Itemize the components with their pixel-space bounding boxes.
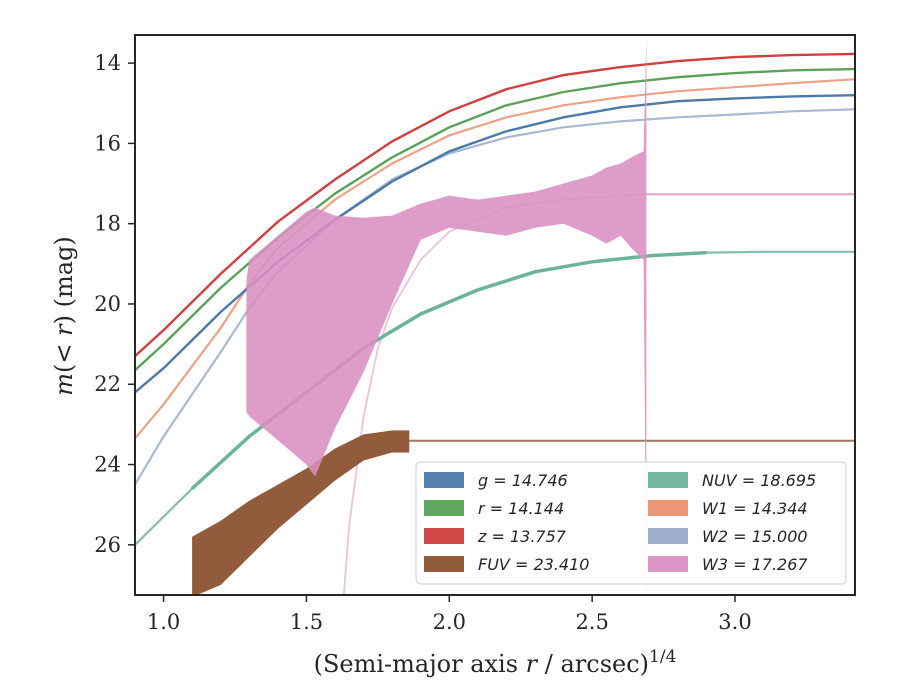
- series-line-g: [135, 94, 855, 394]
- legend-label-g: g = 14.746: [478, 471, 568, 490]
- legend: g = 14.746 r = 14.144 z = 13.757 FUV = 23.4…: [415, 461, 847, 585]
- y-tick-label: 18: [94, 212, 121, 236]
- series-line-w2: [135, 108, 855, 486]
- legend-swatch-fuv: [424, 556, 464, 572]
- legend-swatch-w1: [648, 500, 688, 516]
- x-tick-label: 2.5: [575, 610, 608, 634]
- legend-box: [415, 461, 847, 585]
- series-band-w3: [246, 35, 647, 595]
- legend-label-r: r = 14.144: [478, 499, 564, 518]
- x-tick-label: 2.0: [433, 610, 466, 634]
- y-tick-label: 16: [94, 131, 121, 155]
- y-tick-label: 22: [94, 372, 121, 396]
- legend-swatch-w2: [648, 528, 688, 544]
- legend-swatch-z: [424, 528, 464, 544]
- legend-label-z: z = 13.757: [477, 527, 567, 546]
- legend-swatch-g: [424, 472, 464, 488]
- series-line-z: [135, 52, 855, 357]
- axes: 1.0 1.5 2.0 2.5 3.0 14 16 18 20 22 24 26: [94, 34, 856, 634]
- legend-label-nuv: NUV = 18.695: [702, 471, 816, 490]
- legend-label-w3: W3 = 17.267: [702, 555, 808, 574]
- y-tick-label: 24: [94, 453, 121, 477]
- x-axis-label: (Semi-major axis r / arcsec)1/4: [314, 647, 677, 678]
- plot-area: [135, 35, 855, 595]
- legend-swatch-nuv: [648, 472, 688, 488]
- series-line-w1: [135, 78, 855, 440]
- plot-frame: [134, 34, 856, 596]
- y-axis-label: m(< r) (mag): [50, 236, 78, 396]
- series-line-r: [135, 67, 855, 372]
- y-tick-label: 20: [94, 292, 121, 316]
- legend-label-fuv: FUV = 23.410: [478, 555, 589, 574]
- legend-label-w2: W2 = 15.000: [702, 527, 808, 546]
- y-tick-label: 14: [94, 51, 121, 75]
- series-band-fuv: [192, 430, 410, 595]
- legend-label-w1: W1 = 14.344: [702, 499, 808, 518]
- legend-swatch-w3: [648, 556, 688, 572]
- x-tick-label: 1.0: [147, 610, 180, 634]
- x-tick-label: 1.5: [290, 610, 323, 634]
- x-tick-label: 3.0: [718, 610, 751, 634]
- y-tick-label: 26: [94, 533, 121, 557]
- legend-swatch-r: [424, 500, 464, 516]
